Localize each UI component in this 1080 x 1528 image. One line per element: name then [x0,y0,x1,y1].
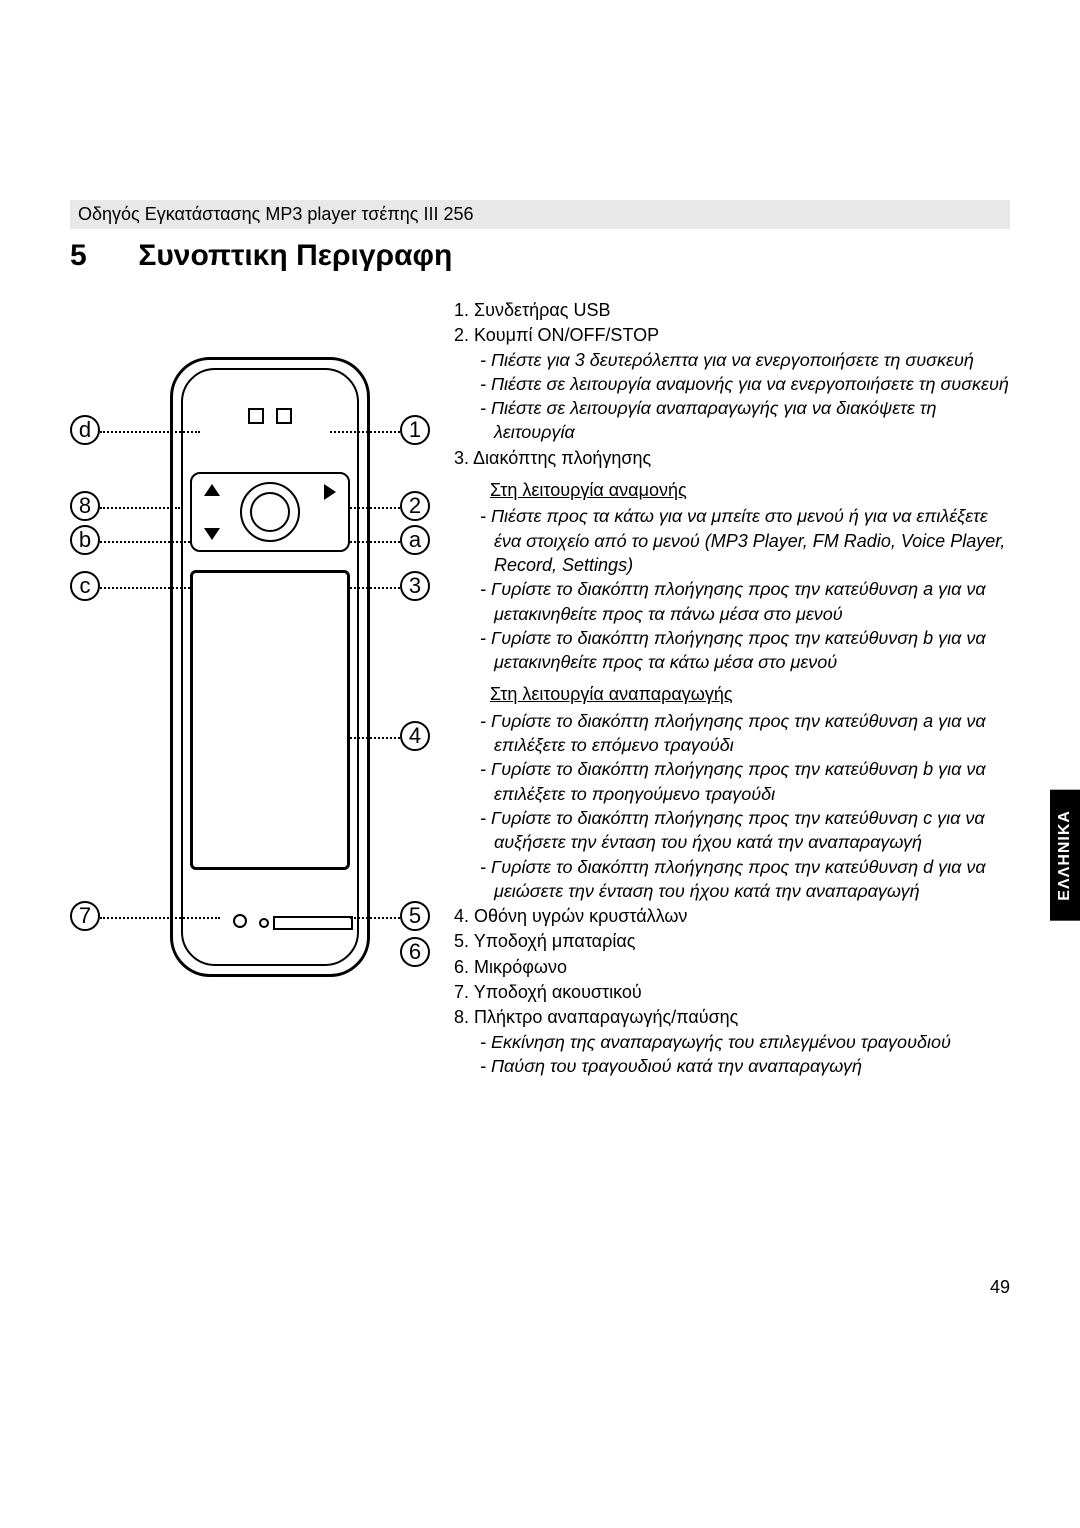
item-2-sub-c: Πιέστε σε λειτουργία αναπαραγωγής για να… [474,396,1010,445]
battery-slot-icon [273,916,353,930]
item-4: 4. Οθόνη υγρών κρυστάλλων [454,904,1010,928]
section-title: 5 Συνοπτικη Περιγραφη [70,239,1010,273]
item-8: 8. Πλήκτρο αναπαραγωγής/παύσης [454,1005,1010,1029]
callout-c: c [70,571,100,601]
standby-sub-3: Γυρίστε το διακόπτη πλοήγησης προς την κ… [474,626,1010,675]
item-6: 6. Μικρόφωνο [454,955,1010,979]
playback-heading: Στη λειτουργία αναπαραγωγής [490,682,1010,706]
callout-6: 6 [400,937,430,967]
standby-sub-1: Πιέστε προς τα κάτω για να μπείτε στο με… [474,504,1010,577]
callout-d: d [70,415,100,445]
callout-5: 5 [400,901,430,931]
callout-2: 2 [400,491,430,521]
item-2-sub-b: Πιέστε σε λειτουργία αναμονής για να ενε… [474,372,1010,396]
diagram-column: d 8 b c 7 1 2 a 3 4 5 6 [70,297,430,1078]
lcd-screen-icon [190,570,350,870]
header-bar: Οδηγός Εγκατάστασης MP3 player τσέπης II… [70,200,1010,229]
usb-connector-icon [248,408,292,424]
item-2: 2. Κουμπί ON/OFF/STOP [454,323,1010,347]
standby-sub-2: Γυρίστε το διακόπτη πλοήγησης προς την κ… [474,577,1010,626]
callout-8: 8 [70,491,100,521]
callout-b: b [70,525,100,555]
playback-sub-4: Γυρίστε το διακόπτη πλοήγησης προς την κ… [474,855,1010,904]
description-text: 1. Συνδετήρας USB 2. Κουμπί ON/OFF/STOP … [454,297,1010,1078]
callout-7: 7 [70,901,100,931]
item-2-sub-a: Πιέστε για 3 δευτερόλεπτα για να ενεργοπ… [474,348,1010,372]
nav-wheel-icon [190,472,350,552]
device-outline [170,357,370,977]
language-tab: ΕΛΛΗΝΙΚΑ [1050,790,1080,921]
callout-4: 4 [400,721,430,751]
page-number: 49 [990,1277,1010,1298]
section-number: 5 [70,239,130,273]
playback-sub-3: Γυρίστε το διακόπτη πλοήγησης προς την κ… [474,806,1010,855]
headphone-jack-icon [233,914,247,928]
standby-heading: Στη λειτουργία αναμονής [490,478,1010,502]
item-7: 7. Υποδοχή ακουστικού [454,980,1010,1004]
item-3: 3. Διακόπτης πλοήγησης [454,446,1010,470]
item-8-sub-a: Εκκίνηση της αναπαραγωγής του επιλεγμένο… [474,1030,1010,1054]
playback-sub-2: Γυρίστε το διακόπτη πλοήγησης προς την κ… [474,757,1010,806]
callout-a: a [400,525,430,555]
playback-sub-1: Γυρίστε το διακόπτη πλοήγησης προς την κ… [474,709,1010,758]
item-1: 1. Συνδετήρας USB [454,298,1010,322]
device-diagram: d 8 b c 7 1 2 a 3 4 5 6 [70,337,430,1017]
item-5: 5. Υποδοχή μπαταρίας [454,929,1010,953]
item-8-sub-b: Παύση του τραγουδιού κατά την αναπαραγωγ… [474,1054,1010,1078]
callout-3: 3 [400,571,430,601]
microphone-icon [259,918,269,928]
section-title-text: Συνοπτικη Περιγραφη [138,239,452,272]
callout-1: 1 [400,415,430,445]
